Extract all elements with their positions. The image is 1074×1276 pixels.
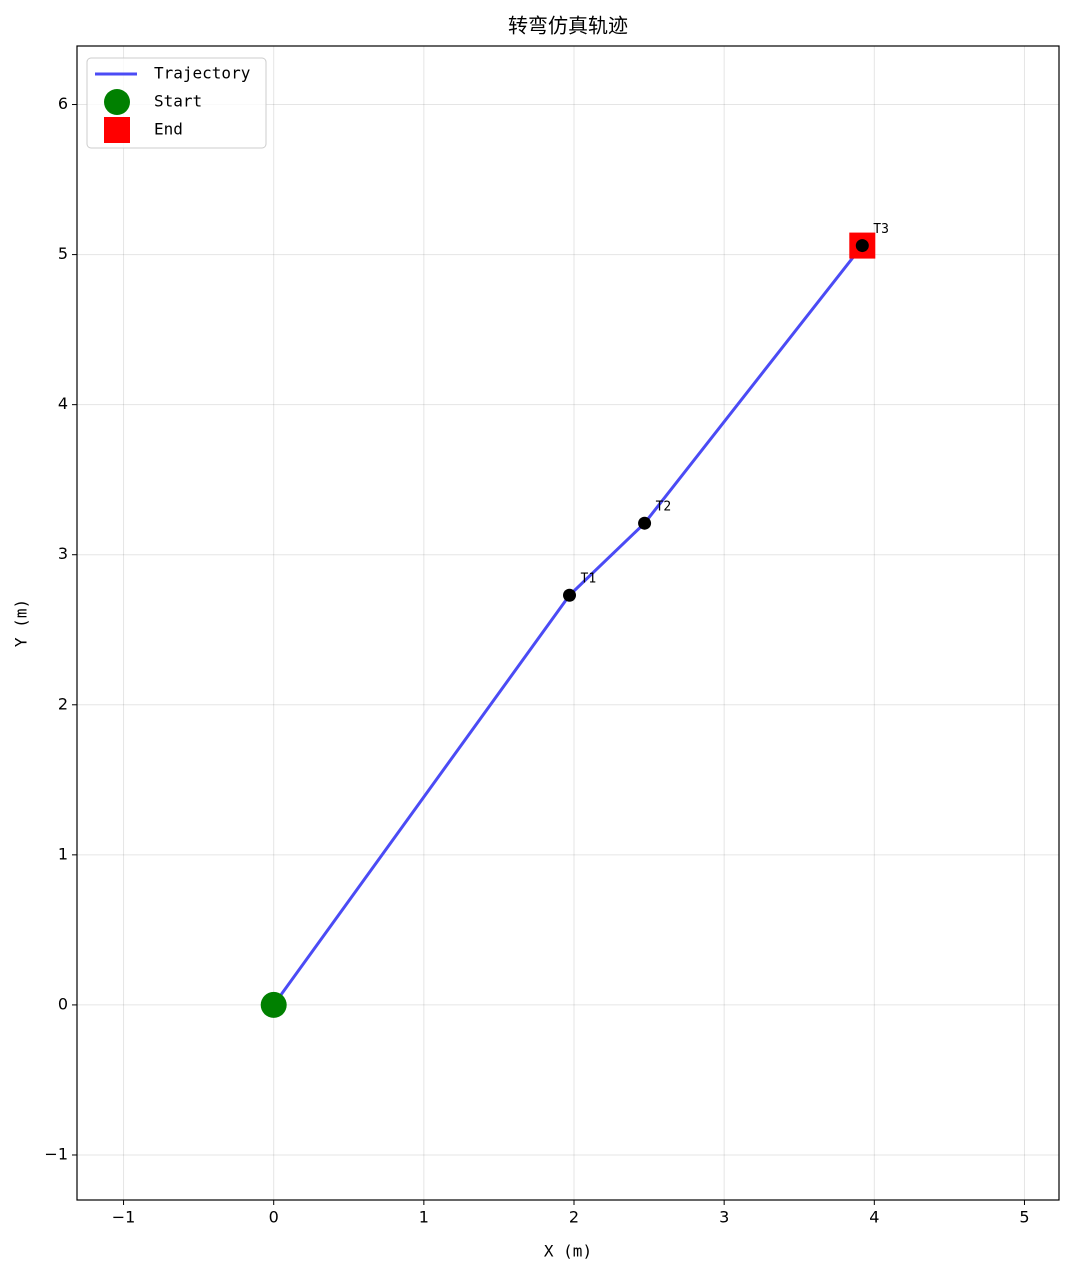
y-tick-label: 5 [58, 244, 68, 263]
x-tick-label: 0 [269, 1208, 279, 1227]
y-tick-label: −1 [44, 1144, 68, 1163]
x-tick-label: 5 [1019, 1208, 1029, 1227]
x-tick-label: −1 [112, 1208, 136, 1227]
legend-swatch [104, 117, 130, 143]
plot-frame [76, 45, 1060, 1201]
trajectory-line [272, 244, 864, 1006]
point [638, 516, 652, 530]
x-axis-label: X (m) [544, 1242, 592, 1261]
y-axis-label: Y (m) [12, 599, 31, 647]
y-tick-label: 3 [58, 544, 68, 563]
x-tick-label: 1 [419, 1208, 429, 1227]
y-tick-label: 0 [58, 994, 68, 1013]
y-tick-label: 1 [58, 844, 68, 863]
legend-label: Start [154, 92, 202, 111]
legend-box [86, 57, 267, 149]
x-tick-label: 2 [569, 1208, 579, 1227]
x-tick-label: 3 [719, 1208, 729, 1227]
point [855, 239, 869, 253]
legend-label: End [154, 120, 183, 139]
y-tick-label: 6 [58, 94, 68, 113]
point-label: T3 [873, 222, 889, 237]
x-tick-label: 4 [869, 1208, 879, 1227]
point-label: T2 [656, 500, 672, 515]
y-tick-label: 4 [58, 394, 68, 413]
y-tick-label: 2 [58, 694, 68, 713]
point-label: T1 [581, 572, 597, 587]
legend-swatch [104, 89, 130, 115]
point [563, 588, 577, 602]
legend-label: Trajectory [154, 64, 251, 83]
marker [260, 991, 287, 1018]
chart-title: 转弯仿真轨迹 [508, 14, 628, 38]
